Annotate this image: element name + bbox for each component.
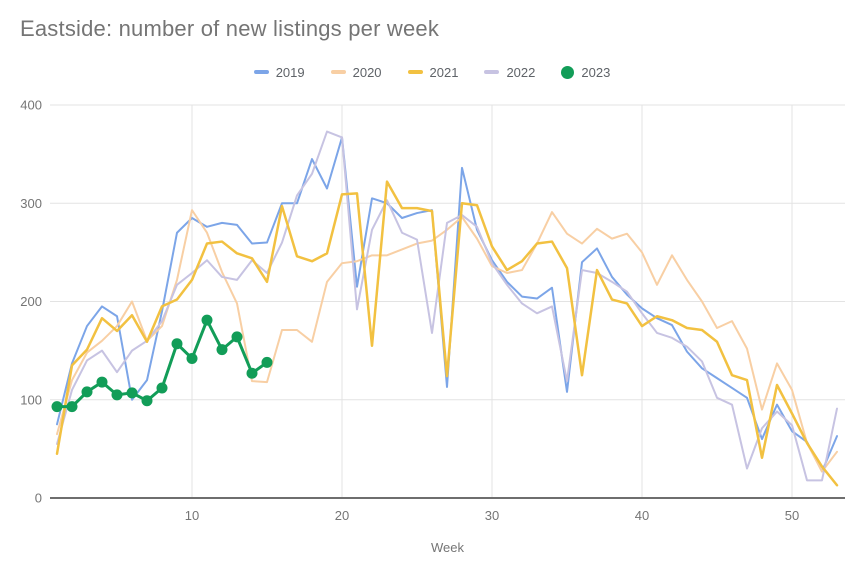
legend-swatch-2023: [561, 65, 575, 79]
y-tick-label: 200: [20, 294, 42, 309]
series-marker-2023: [231, 331, 243, 343]
series-line-2021: [55, 180, 839, 487]
y-tick-label: 0: [35, 491, 42, 506]
legend-label-2022: 2022: [506, 64, 536, 80]
x-tick-label: 50: [785, 508, 799, 523]
series-line-2019: [56, 136, 838, 473]
series-marker-2023: [261, 356, 273, 368]
x-tick-label: 20: [335, 508, 349, 523]
legend-swatch-2022: [484, 70, 500, 74]
legend-label-2019: 2019: [275, 64, 305, 80]
x-tick-label: 30: [485, 508, 499, 523]
legend-item-2022[interactable]: 2022: [484, 65, 535, 80]
legend-swatch-2020: [330, 70, 346, 74]
x-axis-title: Week: [431, 540, 464, 555]
legend-item-2020[interactable]: 2020: [330, 64, 382, 80]
chart-legend: 2019 2020 2021 2022 2023: [0, 60, 864, 84]
legend-item-2019[interactable]: 2019: [253, 64, 305, 80]
series-marker-2023: [186, 352, 198, 364]
x-tick-label: 10: [185, 508, 199, 523]
series-line-2022: [56, 130, 838, 482]
series-marker-2023: [111, 389, 123, 401]
series-marker-2023: [51, 401, 63, 413]
legend-item-2021[interactable]: 2021: [407, 64, 459, 80]
series-marker-2023: [126, 387, 138, 399]
y-tick-label: 100: [20, 392, 42, 407]
legend-swatch-2019: [253, 70, 269, 74]
series-marker-2023: [81, 386, 93, 398]
series-marker-2023: [141, 395, 153, 407]
series-marker-2023: [96, 376, 108, 388]
legend-item-2023[interactable]: 2023: [561, 65, 610, 80]
legend-swatch-2021: [407, 70, 423, 74]
series-marker-2023: [216, 344, 228, 356]
y-tick-label: 300: [20, 196, 42, 211]
legend-label-2023: 2023: [581, 64, 611, 80]
series-marker-2023: [171, 338, 183, 350]
legend-label-2020: 2020: [352, 64, 382, 80]
series-marker-2023: [66, 401, 78, 413]
chart-title: Eastside: number of new listings per wee…: [20, 16, 440, 41]
series-marker-2023: [201, 314, 213, 326]
series-marker-2023: [156, 382, 168, 394]
y-tick-label: 400: [20, 98, 42, 113]
legend-label-2021: 2021: [429, 64, 459, 80]
series-marker-2023: [246, 367, 258, 379]
x-tick-label: 40: [635, 508, 649, 523]
